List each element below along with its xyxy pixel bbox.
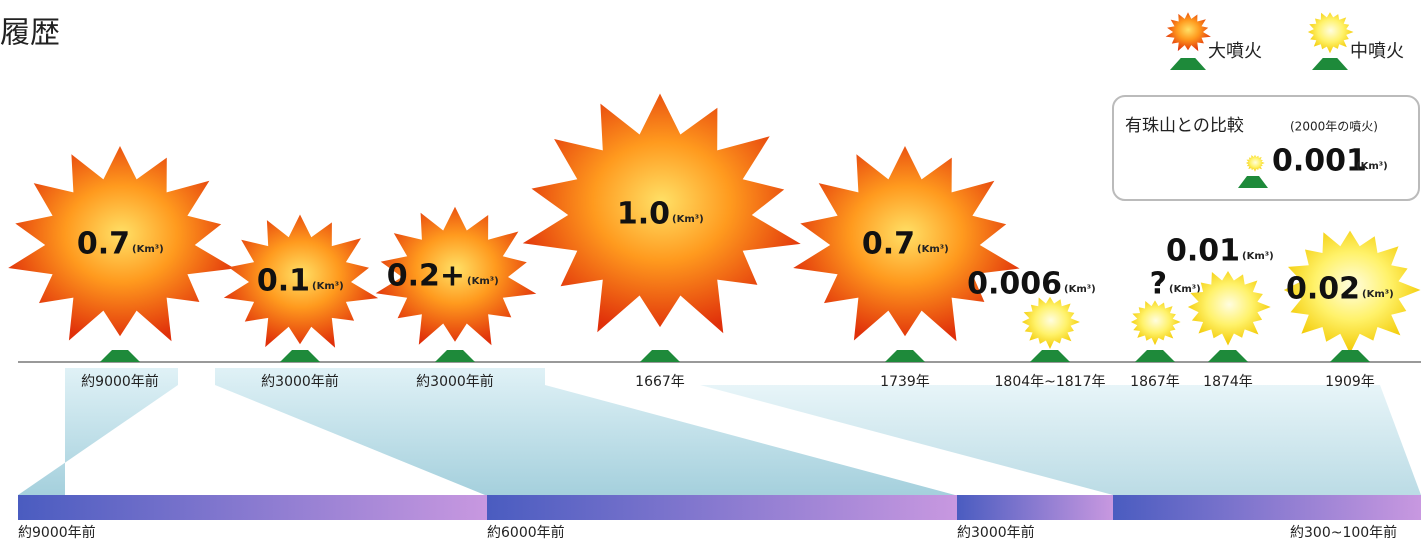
legend-burst-large bbox=[1166, 12, 1211, 51]
diagram: 履歴 0.7(Km³)約9000年前0.1(Km³)約3000年前0.2+(Km… bbox=[0, 0, 1421, 542]
volume-unit: (Km³) bbox=[917, 244, 949, 255]
volume-unit: (Km³) bbox=[1242, 251, 1274, 262]
legend-large: 大噴火 bbox=[1208, 41, 1262, 62]
date-label: 1867年 bbox=[1130, 374, 1180, 390]
volume-label: 0.7 bbox=[77, 227, 130, 262]
volume-label: 0.2+ bbox=[387, 259, 465, 294]
comparison-value: 0.001 bbox=[1272, 144, 1367, 179]
date-label: 約3000年前 bbox=[261, 373, 339, 390]
volume-unit: (Km³) bbox=[467, 276, 499, 287]
volume-unit: (Km³) bbox=[672, 214, 704, 225]
date-label: 約9000年前 bbox=[81, 373, 159, 390]
volcano bbox=[640, 350, 680, 362]
volume-label: 0.01 bbox=[1166, 234, 1240, 269]
date-label: 1804年~1817年 bbox=[995, 374, 1106, 390]
volume-unit: (Km³) bbox=[1362, 289, 1394, 300]
volume-label: 0.1 bbox=[257, 264, 310, 299]
date-label: 約3000年前 bbox=[416, 373, 494, 390]
date-label: 1874年 bbox=[1203, 374, 1253, 390]
timeline-label: 約9000年前 bbox=[18, 524, 96, 541]
volume-label: 0.006 bbox=[967, 267, 1062, 302]
date-label: 1909年 bbox=[1325, 374, 1375, 390]
legend-volcano bbox=[1170, 58, 1206, 70]
volcano bbox=[1330, 350, 1370, 362]
comparison-unit: (Km³) bbox=[1356, 161, 1388, 172]
volcano bbox=[435, 350, 475, 362]
volume-label: 1.0 bbox=[617, 197, 670, 232]
date-label: 1739年 bbox=[880, 374, 930, 390]
legend-burst-medium bbox=[1308, 12, 1354, 53]
volcano bbox=[100, 350, 140, 362]
volume-unit: (Km³) bbox=[312, 281, 344, 292]
eruption-burst bbox=[1131, 300, 1181, 345]
eruption-burst bbox=[1022, 297, 1080, 349]
volcano bbox=[1208, 350, 1248, 362]
eruption-burst bbox=[1188, 271, 1271, 346]
date-label: 1667年 bbox=[635, 374, 685, 390]
timeline-label: 約6000年前 bbox=[487, 524, 565, 541]
comparison-box bbox=[1113, 96, 1419, 200]
volcano bbox=[280, 350, 320, 362]
title: 履歴 bbox=[0, 16, 60, 51]
comparison-note: (2000年の噴火) bbox=[1290, 120, 1378, 134]
volume-label: 0.7 bbox=[862, 227, 915, 262]
volume-label: 0.02 bbox=[1286, 272, 1360, 307]
legend-medium: 中噴火 bbox=[1350, 41, 1404, 62]
timeline-label: 約300~100年前 bbox=[1290, 524, 1397, 541]
volcano bbox=[1030, 350, 1070, 362]
volcano bbox=[885, 350, 925, 362]
volume-label: ? bbox=[1150, 267, 1167, 302]
timeline-bar bbox=[18, 495, 1421, 520]
comparison-title: 有珠山との比較 bbox=[1125, 116, 1244, 136]
volcano bbox=[1135, 350, 1175, 362]
timeline-label: 約3000年前 bbox=[957, 524, 1035, 541]
volume-unit: (Km³) bbox=[132, 244, 164, 255]
volume-unit: (Km³) bbox=[1064, 284, 1096, 295]
legend-volcano bbox=[1312, 58, 1348, 70]
